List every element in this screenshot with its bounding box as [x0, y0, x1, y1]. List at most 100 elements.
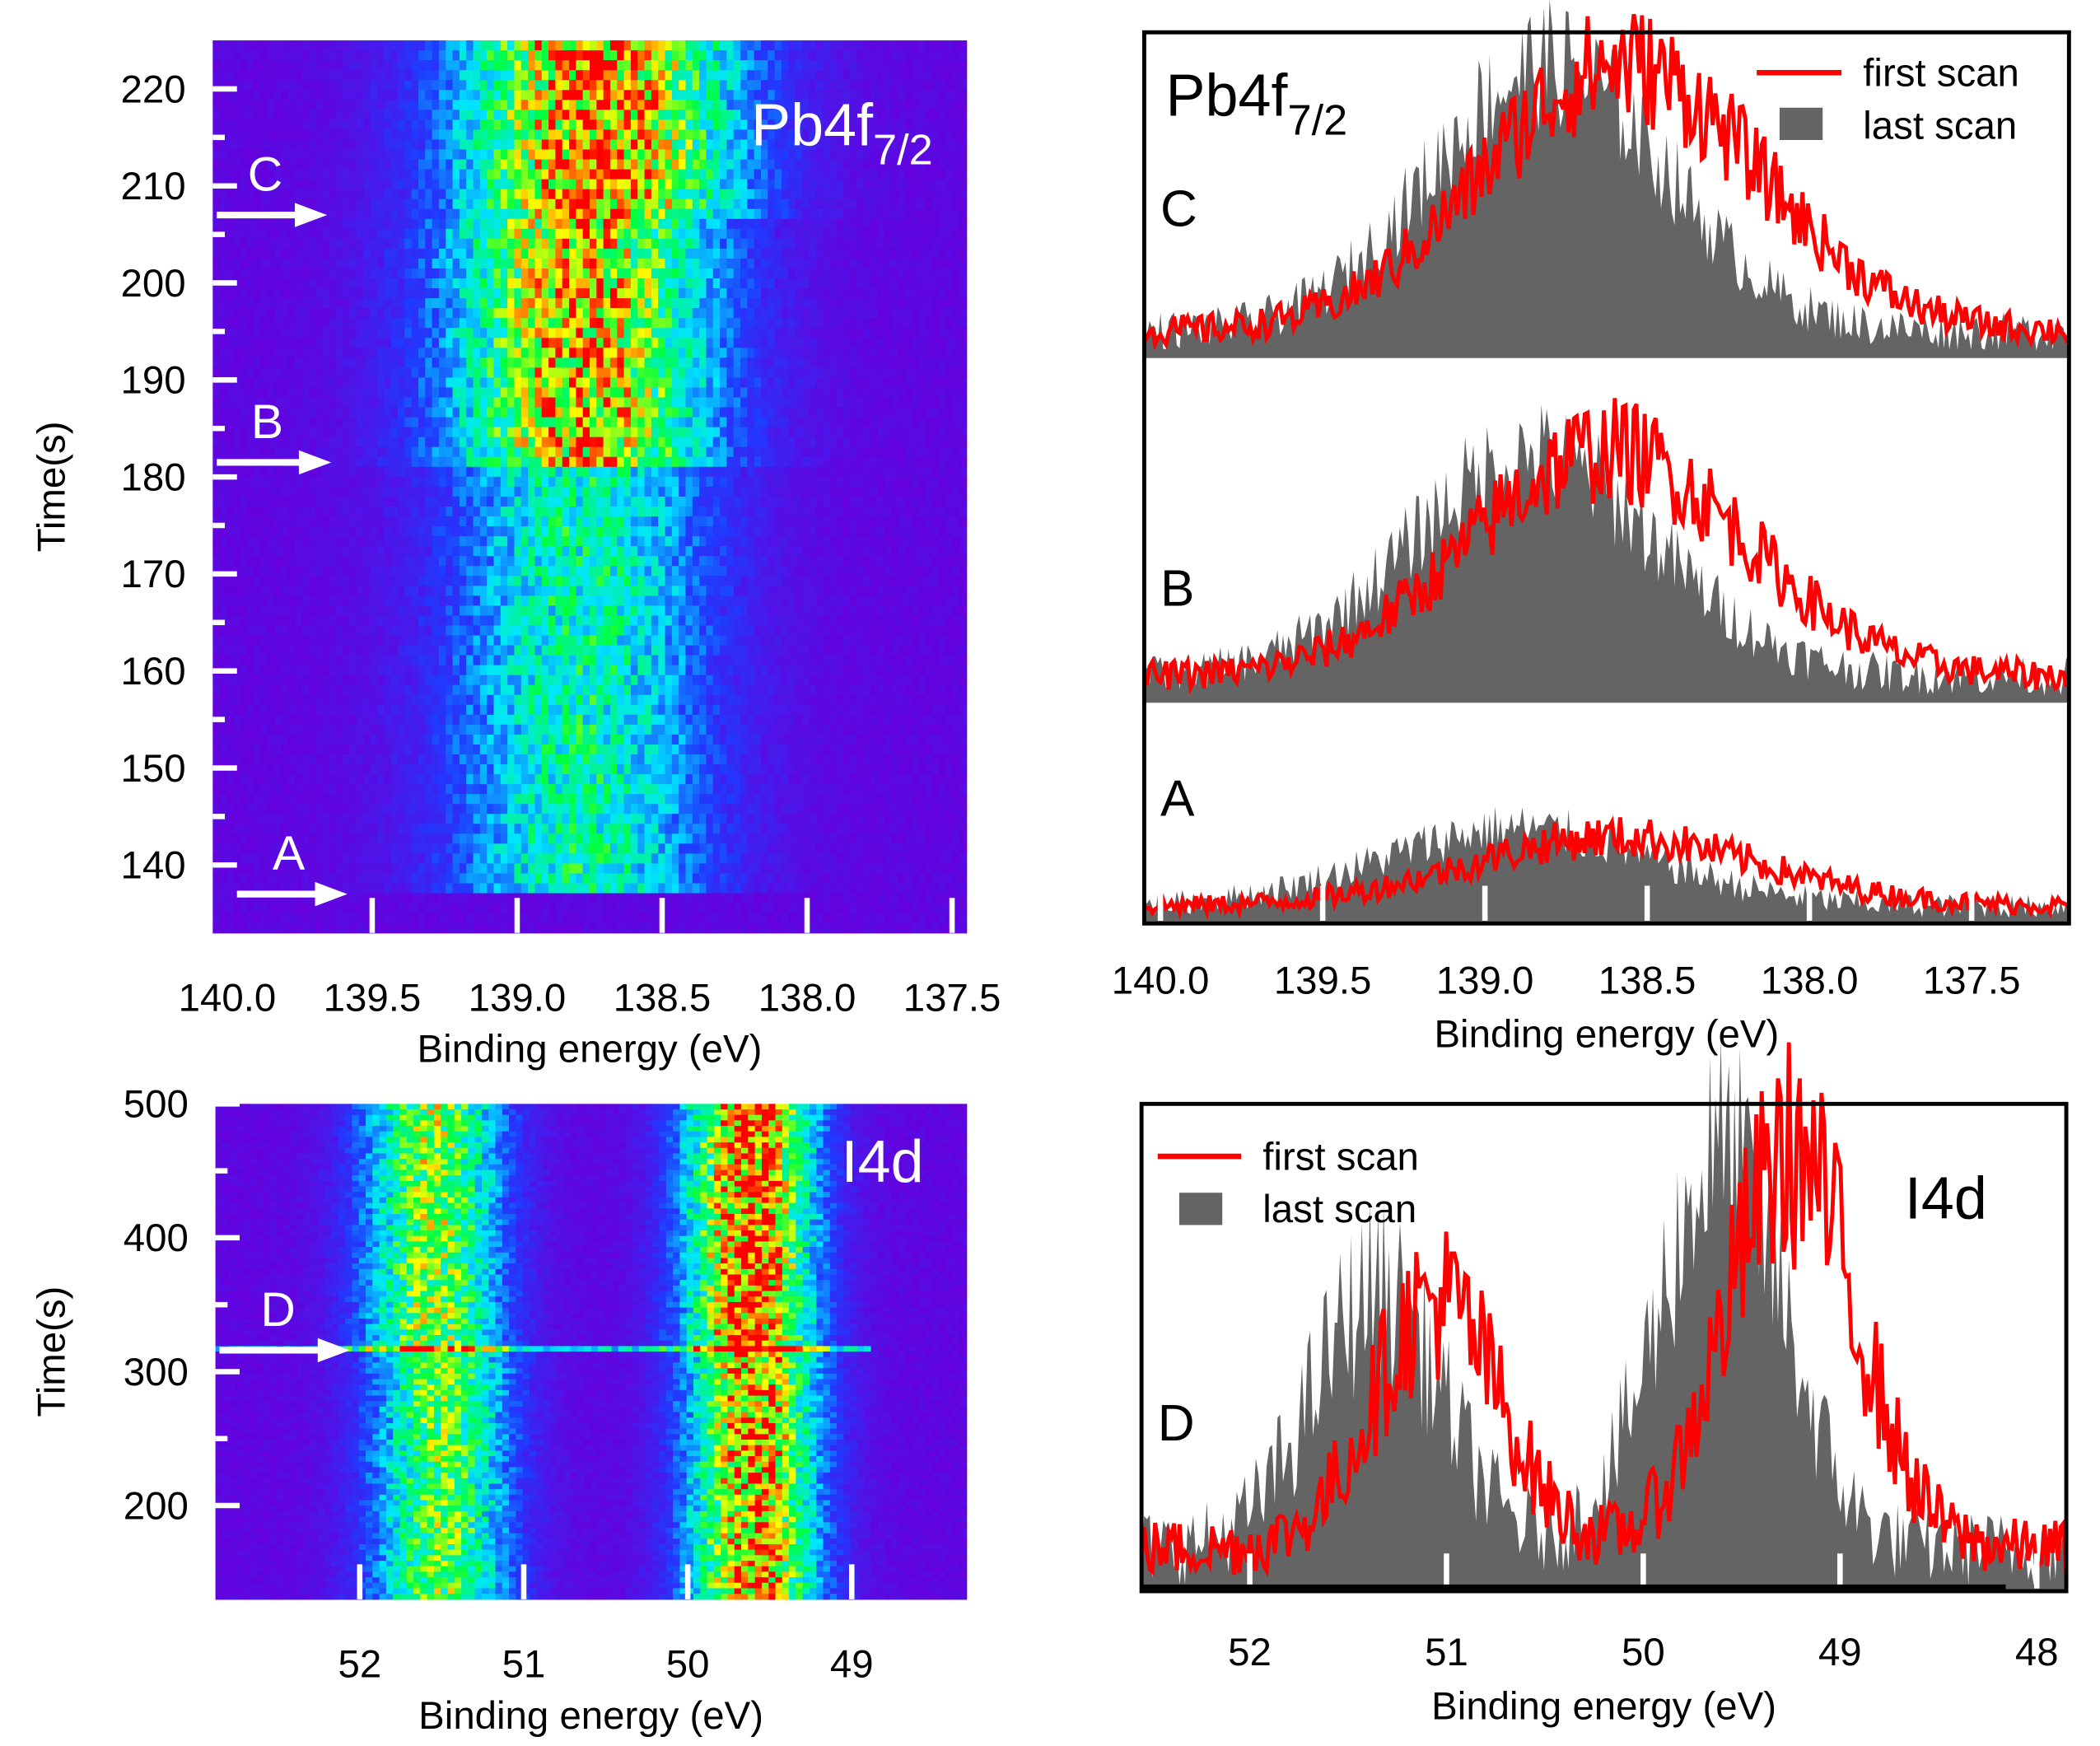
heatmap-cell — [692, 189, 700, 200]
heatmap-cell — [349, 179, 357, 190]
heatmap-cell — [240, 436, 248, 448]
heatmap-cell — [390, 169, 399, 180]
heatmap-cell — [315, 318, 324, 329]
heatmap-cell — [788, 357, 796, 369]
heatmap-cell — [576, 367, 584, 379]
heatmap-cell — [925, 328, 933, 338]
heatmap-cell — [363, 179, 371, 190]
heatmap-cell — [815, 208, 824, 220]
heatmap-cell — [706, 159, 714, 170]
heatmap-cell — [569, 90, 577, 100]
heatmap-cell — [637, 238, 646, 250]
heatmap-cell — [815, 338, 824, 348]
heatmap-cell — [658, 179, 666, 190]
heatmap-cell — [466, 298, 474, 309]
heatmap-cell — [343, 40, 351, 51]
heatmap-cell — [774, 218, 782, 230]
heatmap-cell — [569, 169, 577, 180]
heatmap-cell — [644, 407, 652, 418]
heatmap-cell — [651, 139, 659, 151]
heatmap-cell — [397, 208, 405, 220]
heatmap-cell — [507, 328, 516, 338]
heatmap-cell — [912, 90, 920, 100]
heatmap-cell — [630, 50, 638, 61]
heatmap-cell — [233, 486, 241, 497]
heatmap-cell — [679, 298, 687, 309]
heatmap-cell — [446, 189, 454, 200]
heatmap-cell — [507, 367, 516, 379]
heatmap-cell — [781, 40, 789, 51]
heatmap-cell — [411, 139, 419, 151]
heatmap-cell — [685, 466, 693, 478]
heatmap-cell — [534, 40, 543, 51]
heatmap-cell — [493, 169, 502, 180]
heatmap-cell — [856, 110, 865, 121]
heatmap-cell — [432, 119, 440, 131]
heatmap-cell — [274, 258, 282, 269]
heatmap-cell — [507, 308, 516, 319]
heatmap-cell — [850, 80, 858, 91]
heatmap-cell — [569, 159, 577, 170]
heatmap-cell — [685, 60, 693, 71]
heatmap-cell — [623, 328, 632, 338]
heatmap-cell — [630, 298, 638, 309]
heatmap-cell — [959, 456, 968, 468]
heatmap-cell — [706, 80, 714, 91]
heatmap-cell — [617, 60, 625, 71]
heatmap-cell — [322, 387, 330, 399]
heatmap-cell — [617, 397, 625, 408]
heatmap-cell — [795, 248, 803, 259]
heatmap-cell — [260, 80, 268, 91]
heatmap-cell — [349, 278, 357, 289]
heatmap-cell — [959, 328, 968, 338]
heatmap-cell — [397, 427, 405, 438]
heatmap-cell — [397, 407, 405, 418]
heatmap-cell — [473, 288, 481, 299]
heatmap-cell — [287, 139, 296, 151]
heatmap-cell — [918, 357, 926, 369]
heatmap-cell — [747, 407, 755, 418]
heatmap-cell — [863, 318, 871, 329]
heatmap-cell — [548, 417, 557, 428]
heatmap-cell — [658, 208, 666, 220]
heatmap-cell — [685, 218, 693, 230]
heatmap-cell — [747, 40, 755, 51]
heatmap-cell — [863, 348, 871, 359]
heatmap-cell — [959, 218, 968, 230]
heatmap-cell — [665, 338, 673, 348]
heatmap-cell — [473, 417, 481, 428]
heatmap-cell — [788, 308, 796, 319]
heatmap-cell — [603, 436, 611, 448]
heatmap-cell — [623, 387, 632, 399]
heatmap-cell — [788, 159, 796, 170]
heatmap-cell — [260, 159, 268, 170]
heatmap-cell — [219, 367, 227, 379]
heatmap-cell — [528, 268, 536, 279]
heatmap-cell — [534, 427, 543, 438]
heatmap-cell — [446, 456, 454, 468]
heatmap-cell — [322, 159, 330, 170]
heatmap-cell — [295, 238, 303, 250]
heatmap-cell — [898, 218, 906, 230]
heatmap-cell — [411, 90, 419, 100]
heatmap-cell — [870, 129, 879, 141]
heatmap-cell — [733, 397, 741, 408]
heatmap-cell — [555, 189, 563, 200]
heatmap-cell — [281, 417, 289, 428]
heatmap-cell — [904, 298, 912, 309]
heatmap-cell — [651, 238, 659, 250]
heatmap-cell — [569, 308, 577, 319]
heatmap-cell — [425, 427, 433, 438]
heatmap-cell — [446, 119, 454, 131]
heatmap-cell — [898, 189, 906, 200]
heatmap-cell — [466, 50, 474, 61]
heatmap-cell — [425, 159, 433, 170]
heatmap-cell — [651, 149, 659, 161]
heatmap-cell — [870, 268, 879, 279]
heatmap-cell — [761, 397, 768, 408]
heatmap-cell — [898, 338, 906, 348]
heatmap-cell — [904, 238, 912, 250]
heatmap-cell — [315, 328, 324, 338]
heatmap-cell — [898, 70, 906, 81]
heatmap-cell — [801, 436, 810, 448]
